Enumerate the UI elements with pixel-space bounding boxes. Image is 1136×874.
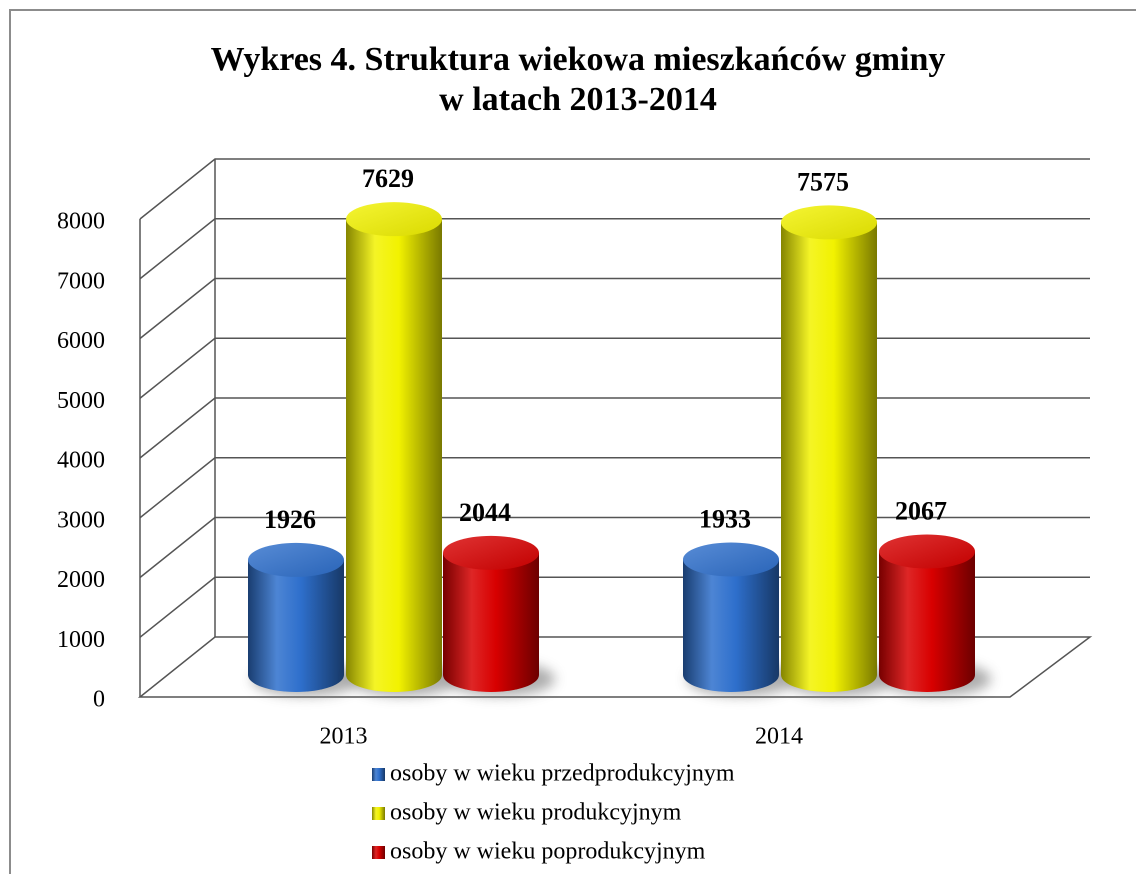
bar-top (879, 534, 975, 569)
data-label: 2044 (459, 498, 511, 527)
bar (443, 552, 539, 692)
x-tick-label: 2013 (320, 724, 368, 750)
y-tick-label: 4000 (57, 448, 105, 474)
y-tick-label: 5000 (57, 388, 105, 414)
bar (879, 551, 975, 692)
data-label: 1933 (699, 504, 751, 533)
bar-top (781, 205, 877, 240)
legend-swatch (372, 846, 385, 859)
y-tick-label: 2000 (57, 567, 105, 593)
chart-subtitle: w latach 2013-2014 (439, 81, 717, 118)
y-tick-label: 6000 (57, 328, 105, 354)
bar (683, 559, 779, 692)
legend-swatch (372, 768, 385, 781)
bar-top (346, 202, 442, 237)
x-tick-label: 2014 (755, 724, 803, 750)
bar (346, 219, 442, 693)
data-label: 7575 (797, 167, 849, 196)
data-label: 7629 (362, 164, 414, 193)
bar-top (683, 542, 779, 577)
legend-label: osoby w wieku przedprodukcyjnym (390, 761, 735, 787)
y-tick-label: 7000 (57, 268, 105, 294)
y-tick-label: 8000 (57, 209, 105, 235)
bar (781, 222, 877, 693)
bar-top (248, 542, 344, 577)
chart-title: Wykres 4. Struktura wiekowa mieszkańców … (211, 41, 946, 78)
y-tick-label: 0 (93, 687, 105, 713)
legend-label: osoby w wieku produkcyjnym (390, 800, 682, 826)
y-tick-label: 3000 (57, 507, 105, 533)
data-label: 2067 (895, 496, 947, 525)
bar (248, 559, 344, 692)
y-tick-label: 1000 (57, 627, 105, 653)
legend-swatch (372, 807, 385, 820)
bar-top (443, 535, 539, 570)
data-label: 1926 (264, 505, 316, 534)
legend-label: osoby w wieku poprodukcyjnym (390, 839, 706, 865)
chart-border (9, 9, 1136, 874)
grid-line (139, 158, 1090, 220)
